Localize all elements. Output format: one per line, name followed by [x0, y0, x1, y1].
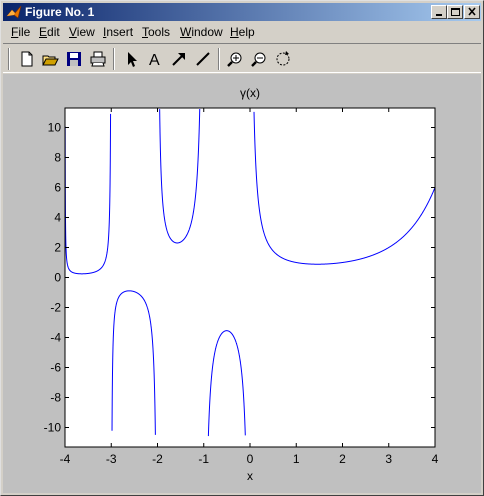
y-tick-label: -6 — [50, 361, 61, 375]
x-axis-label: x — [247, 469, 253, 483]
chart-title: γ(x) — [240, 86, 260, 100]
gamma-curve-branch — [111, 290, 156, 435]
axes-background[interactable] — [65, 108, 435, 447]
insert-arrow-button[interactable] — [169, 49, 189, 69]
select-arrow-icon — [128, 52, 137, 67]
x-tick-label: 0 — [247, 452, 254, 466]
toolbar: A — [3, 43, 481, 73]
x-tick-label: 2 — [339, 452, 346, 466]
menu-edit[interactable]: Edit — [39, 25, 60, 39]
y-tick-label: -10 — [44, 421, 62, 435]
x-tick-label: 3 — [385, 452, 392, 466]
x-tick-label: -2 — [152, 452, 163, 466]
title-bar[interactable]: Figure No. 1 — [3, 3, 481, 21]
zoom-in-icon — [227, 52, 242, 67]
menu-insert[interactable]: Insert — [103, 25, 134, 39]
x-tick-label: 1 — [293, 452, 300, 466]
print-icon — [90, 51, 106, 67]
gamma-curve — [64, 108, 436, 437]
insert-arrow-icon — [172, 53, 185, 66]
y-tick-label: -4 — [50, 331, 61, 345]
y-tick-label: 0 — [54, 271, 61, 285]
gamma-curve-branch — [159, 108, 201, 244]
gamma-curve-branch — [64, 113, 112, 275]
y-tick-label: 8 — [54, 151, 61, 165]
toolbar-separator — [218, 48, 220, 70]
y-tick-label: 4 — [54, 211, 61, 225]
insert-line-button[interactable] — [193, 49, 213, 69]
x-tick-label: -4 — [60, 452, 71, 466]
svg-text:A: A — [149, 52, 160, 69]
x-tick-label: 4 — [432, 452, 439, 466]
new-file-icon — [21, 51, 33, 67]
minimize-icon — [436, 14, 442, 16]
insert-line-icon — [196, 52, 210, 66]
new-figure-button[interactable] — [17, 49, 37, 69]
y-tick-label: 2 — [54, 241, 61, 255]
insert-text-button[interactable]: A — [145, 49, 165, 69]
menu-bar: File Edit View Insert Tools Window Help — [3, 22, 481, 42]
gamma-curve-branch — [253, 111, 436, 265]
figure-area: -4 -3 -2 -1 0 1 2 3 4 -10 -8 -6 -4 -2 0 2 4 6 8 10 γ(x) x — [3, 74, 481, 493]
menu-file[interactable]: File — [11, 25, 31, 39]
menu-tools[interactable]: Tools — [142, 25, 171, 39]
maximize-button[interactable] — [447, 5, 463, 19]
toolbar-separator — [113, 48, 115, 70]
menu-window[interactable]: Window — [180, 25, 223, 39]
open-folder-icon — [42, 55, 59, 66]
select-button[interactable] — [121, 49, 141, 69]
rotate-button[interactable] — [273, 49, 293, 69]
zoom-in-button[interactable] — [225, 49, 245, 69]
y-tick-label: 6 — [54, 181, 61, 195]
gamma-curve-branch — [207, 330, 246, 437]
window-title: Figure No. 1 — [25, 5, 95, 19]
menu-view[interactable]: View — [69, 25, 95, 39]
zoom-out-icon — [251, 52, 266, 67]
toolbar-grip — [8, 48, 10, 70]
save-icon — [67, 52, 81, 66]
y-tick-label: 10 — [48, 121, 62, 135]
minimize-button[interactable] — [431, 5, 447, 19]
save-button[interactable] — [64, 49, 84, 69]
rotate-icon — [276, 51, 290, 66]
x-tick-label: -3 — [106, 452, 117, 466]
zoom-out-button[interactable] — [249, 49, 269, 69]
y-tick-label: -8 — [50, 391, 61, 405]
close-button[interactable] — [464, 5, 480, 19]
matlab-logo-icon — [6, 5, 22, 19]
open-file-button[interactable] — [40, 49, 60, 69]
y-tick-label: -2 — [50, 301, 61, 315]
menu-help[interactable]: Help — [230, 25, 255, 39]
close-icon — [468, 7, 476, 16]
print-button[interactable] — [88, 49, 108, 69]
x-tick-label: -1 — [198, 452, 209, 466]
insert-text-icon: A — [149, 52, 160, 69]
maximize-icon — [451, 8, 460, 16]
